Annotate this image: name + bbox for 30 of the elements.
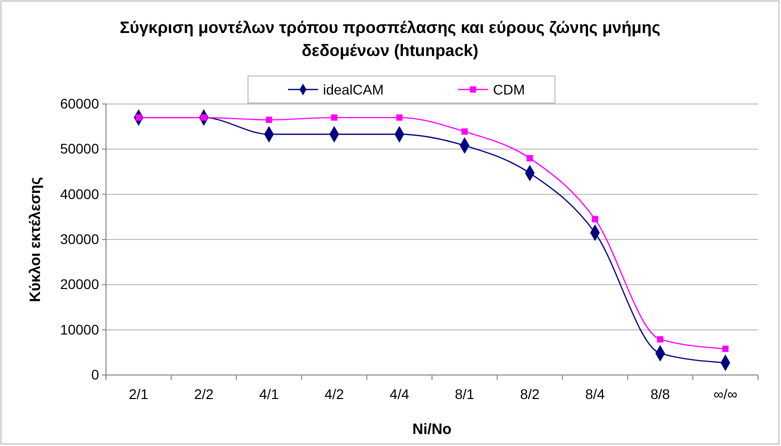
point xyxy=(461,128,468,135)
x-axis-title: Ni/No xyxy=(412,421,452,438)
x-tick-label: 4/4 xyxy=(390,386,410,402)
x-tick-label: 4/2 xyxy=(324,386,344,402)
y-tick-label: 10000 xyxy=(60,321,100,338)
legend-label: CDM xyxy=(493,82,525,98)
y-tick-label: 50000 xyxy=(60,140,100,157)
point xyxy=(722,346,729,352)
x-tick-label: 4/1 xyxy=(259,386,279,402)
y-tick-label: 0 xyxy=(91,366,100,382)
x-tick-label: 8/1 xyxy=(454,386,475,402)
x-tick-label: 2/2 xyxy=(194,386,214,402)
point xyxy=(592,216,598,222)
y-tick-label: 40000 xyxy=(60,186,100,202)
point xyxy=(266,116,272,123)
x-tick-label: 8/4 xyxy=(585,386,605,402)
point xyxy=(331,114,338,121)
x-tick-label: 8/2 xyxy=(520,386,540,402)
point xyxy=(396,114,403,121)
y-tick-label: 30000 xyxy=(60,230,100,247)
point xyxy=(657,336,664,342)
x-tick-label: ∞/∞ xyxy=(713,386,738,402)
y-tick-label: 20000 xyxy=(60,276,100,292)
x-tick-label: 2/1 xyxy=(128,386,149,402)
chart-title: Σύγκριση μοντέλων τρόπου προσπέλασης και εύρους ζώνης μνήμης δεδομένων (htunpack) xyxy=(120,19,660,60)
legend-label: idealCAM xyxy=(323,82,384,98)
y-tick-label: 60000 xyxy=(60,95,100,112)
y-axis-title: Κύκλοι εκτέλεσης xyxy=(27,176,44,302)
x-tick-label: 8/8 xyxy=(650,386,670,402)
point xyxy=(526,155,533,162)
